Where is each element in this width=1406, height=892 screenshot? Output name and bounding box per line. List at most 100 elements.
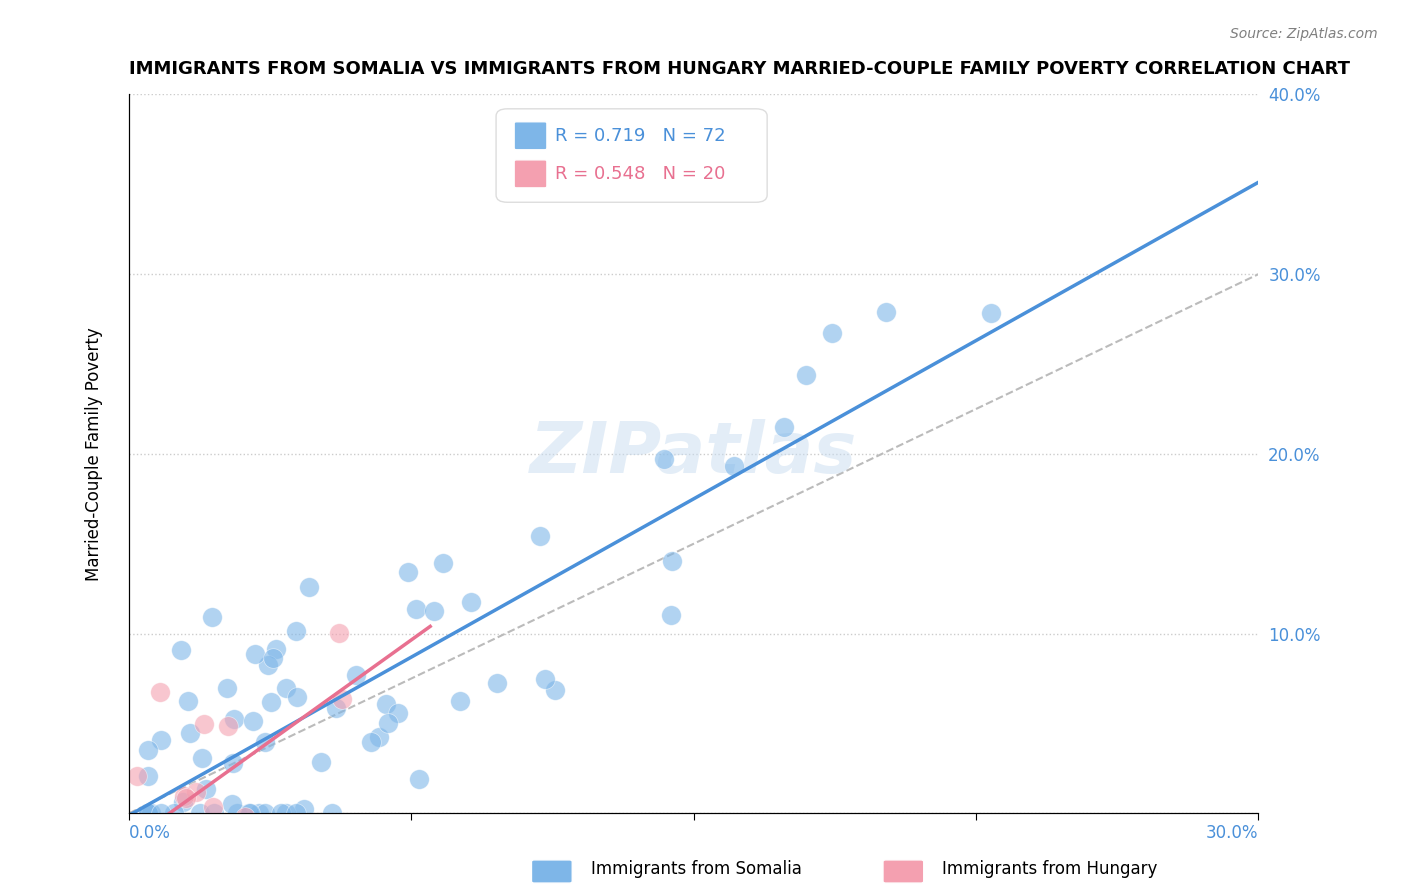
Text: IMMIGRANTS FROM SOMALIA VS IMMIGRANTS FROM HUNGARY MARRIED-COUPLE FAMILY POVERTY: IMMIGRANTS FROM SOMALIA VS IMMIGRANTS FR… bbox=[129, 60, 1350, 78]
Point bbox=[449, 694, 471, 708]
Point bbox=[534, 672, 557, 686]
Point bbox=[328, 625, 350, 640]
Point bbox=[136, 806, 159, 821]
Point bbox=[217, 681, 239, 696]
Point bbox=[274, 806, 297, 821]
Point bbox=[254, 735, 277, 749]
Point bbox=[202, 806, 225, 821]
Point bbox=[723, 458, 745, 473]
Point bbox=[195, 842, 218, 856]
Point bbox=[253, 806, 276, 821]
Point bbox=[330, 691, 353, 706]
Point bbox=[396, 565, 419, 579]
Point bbox=[170, 643, 193, 657]
Point bbox=[344, 667, 367, 681]
Point bbox=[659, 607, 682, 622]
Text: Immigrants from Hungary: Immigrants from Hungary bbox=[942, 860, 1157, 878]
Point bbox=[176, 791, 198, 805]
Point bbox=[374, 698, 396, 712]
Point bbox=[238, 806, 260, 821]
Point bbox=[149, 685, 172, 699]
FancyBboxPatch shape bbox=[515, 160, 547, 188]
Point bbox=[875, 305, 897, 319]
Point bbox=[202, 800, 225, 814]
Text: 30.0%: 30.0% bbox=[1206, 824, 1258, 842]
Point bbox=[274, 681, 297, 695]
Point bbox=[125, 842, 148, 856]
Text: Source: ZipAtlas.com: Source: ZipAtlas.com bbox=[1230, 27, 1378, 41]
Point bbox=[243, 647, 266, 661]
Point bbox=[172, 796, 194, 810]
Point bbox=[217, 719, 239, 733]
FancyBboxPatch shape bbox=[515, 121, 547, 150]
Point bbox=[247, 806, 270, 821]
Point bbox=[652, 452, 675, 467]
Point bbox=[149, 806, 172, 821]
Y-axis label: Married-Couple Family Poverty: Married-Couple Family Poverty bbox=[86, 327, 103, 581]
Point bbox=[367, 730, 389, 744]
Point bbox=[125, 769, 148, 783]
Point bbox=[794, 368, 817, 383]
Point bbox=[321, 806, 343, 821]
Point bbox=[264, 642, 287, 657]
Point bbox=[191, 750, 214, 764]
Point bbox=[136, 806, 159, 821]
Point bbox=[262, 650, 284, 665]
Point bbox=[226, 806, 249, 821]
Point bbox=[193, 717, 215, 731]
Point bbox=[821, 326, 844, 340]
Point bbox=[201, 610, 224, 624]
Point bbox=[773, 420, 796, 434]
Point bbox=[432, 556, 454, 570]
Point bbox=[256, 657, 278, 672]
Point bbox=[186, 785, 208, 799]
Point bbox=[136, 769, 159, 783]
Point bbox=[377, 715, 399, 730]
Text: Immigrants from Somalia: Immigrants from Somalia bbox=[591, 860, 801, 878]
Point bbox=[405, 601, 427, 615]
Point bbox=[173, 789, 195, 803]
Point bbox=[285, 690, 308, 705]
Point bbox=[136, 743, 159, 757]
Point bbox=[485, 676, 508, 690]
Point bbox=[529, 529, 551, 543]
Point bbox=[188, 806, 211, 821]
Point bbox=[136, 806, 159, 821]
Point bbox=[544, 683, 567, 698]
Point bbox=[150, 733, 173, 747]
FancyBboxPatch shape bbox=[496, 109, 768, 202]
Point bbox=[194, 781, 217, 796]
Point bbox=[298, 580, 321, 594]
Point bbox=[460, 595, 482, 609]
Point bbox=[980, 306, 1002, 320]
Text: R = 0.719   N = 72: R = 0.719 N = 72 bbox=[555, 128, 725, 145]
Point bbox=[242, 714, 264, 728]
Point bbox=[146, 842, 169, 856]
Point bbox=[661, 554, 683, 568]
Point bbox=[360, 735, 382, 749]
Point bbox=[150, 842, 173, 856]
Point bbox=[270, 806, 292, 821]
Point bbox=[423, 604, 446, 618]
Point bbox=[387, 706, 409, 720]
Point bbox=[285, 624, 308, 638]
Point bbox=[136, 806, 159, 821]
Point bbox=[139, 834, 162, 848]
Point bbox=[260, 695, 283, 709]
Point bbox=[224, 712, 246, 726]
Point bbox=[179, 726, 201, 740]
Point bbox=[224, 822, 246, 837]
Point bbox=[285, 806, 308, 821]
Point bbox=[163, 806, 186, 821]
Point bbox=[131, 842, 153, 856]
Text: 0.0%: 0.0% bbox=[129, 824, 172, 842]
Point bbox=[222, 756, 245, 770]
Point bbox=[408, 772, 430, 786]
Point bbox=[239, 806, 262, 821]
Text: R = 0.548   N = 20: R = 0.548 N = 20 bbox=[555, 164, 725, 183]
Point bbox=[139, 806, 162, 821]
Point bbox=[221, 797, 243, 812]
Text: ZIPatlas: ZIPatlas bbox=[530, 419, 858, 488]
Point bbox=[169, 838, 191, 852]
Point bbox=[292, 802, 315, 816]
